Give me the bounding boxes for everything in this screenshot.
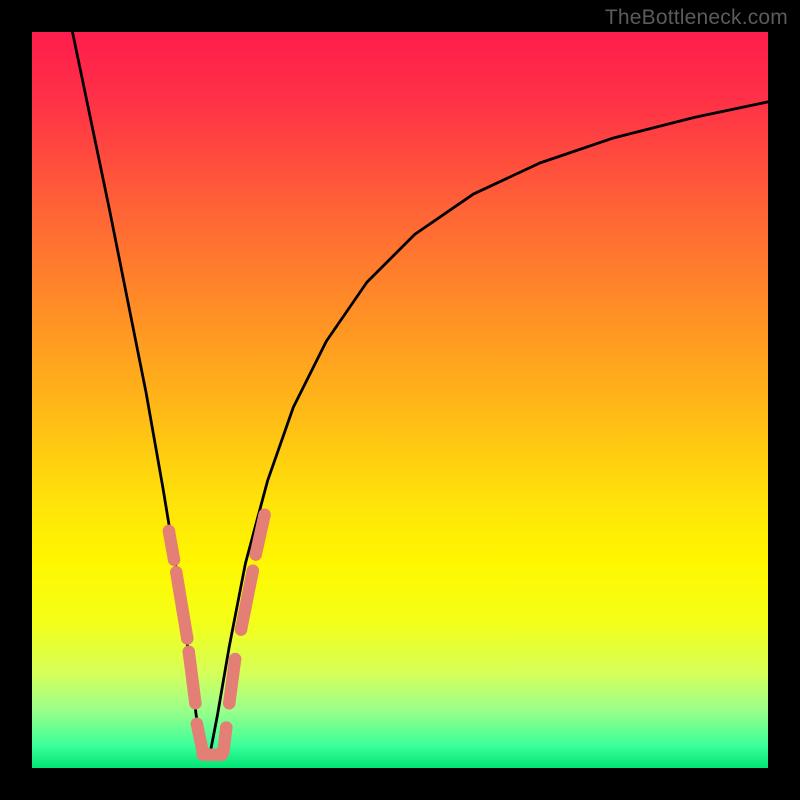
plot-area xyxy=(32,32,768,768)
chart-svg xyxy=(32,32,768,768)
watermark-text: TheBottleneck.com xyxy=(605,6,788,30)
chart-frame: TheBottleneck.com xyxy=(0,0,800,800)
